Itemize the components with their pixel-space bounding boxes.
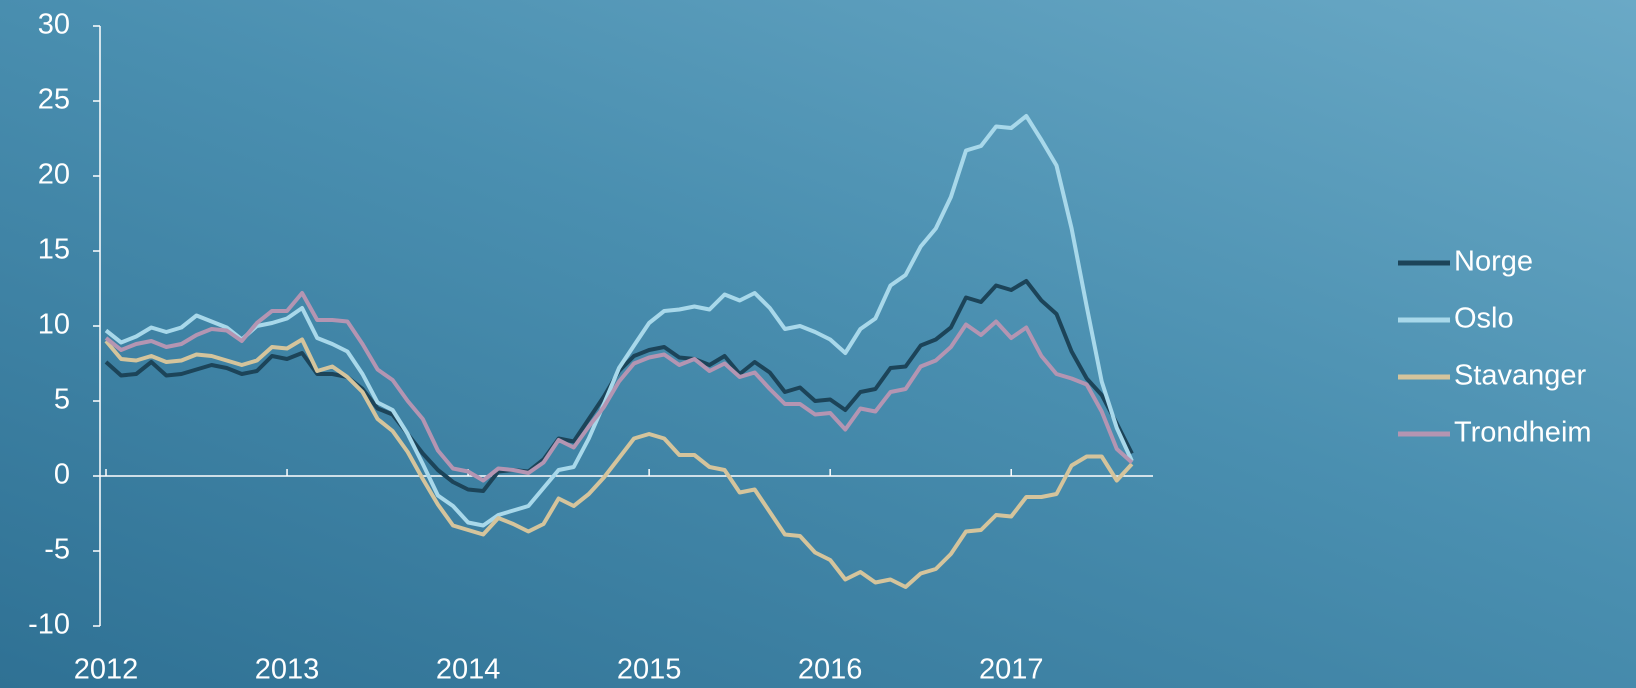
series-line <box>104 337 1134 589</box>
x-tick-label: 2013 <box>255 654 320 686</box>
x-tick-label: 2017 <box>979 654 1044 686</box>
legend-label: Oslo <box>1454 303 1514 335</box>
y-tick-label: 25 <box>38 84 70 116</box>
legend-label: Trondheim <box>1454 417 1592 449</box>
x-tick-label: 2015 <box>617 654 682 686</box>
series-line <box>104 114 1134 528</box>
y-tick-label: -5 <box>44 534 70 566</box>
y-tick-label: 15 <box>38 234 70 266</box>
y-tick-label: 10 <box>38 309 70 341</box>
series-line <box>104 291 1134 483</box>
x-tick-label: 2016 <box>798 654 863 686</box>
x-tick-label: 2012 <box>74 654 139 686</box>
y-tick-label: 5 <box>54 384 70 416</box>
x-tick-label: 2014 <box>436 654 501 686</box>
legend-label: Stavanger <box>1454 360 1587 392</box>
y-tick-label: 0 <box>54 459 70 491</box>
legend-label: Norge <box>1454 246 1533 278</box>
y-tick-label: 20 <box>38 159 70 191</box>
y-tick-label: 30 <box>38 9 70 41</box>
y-tick-label: -10 <box>28 609 70 641</box>
